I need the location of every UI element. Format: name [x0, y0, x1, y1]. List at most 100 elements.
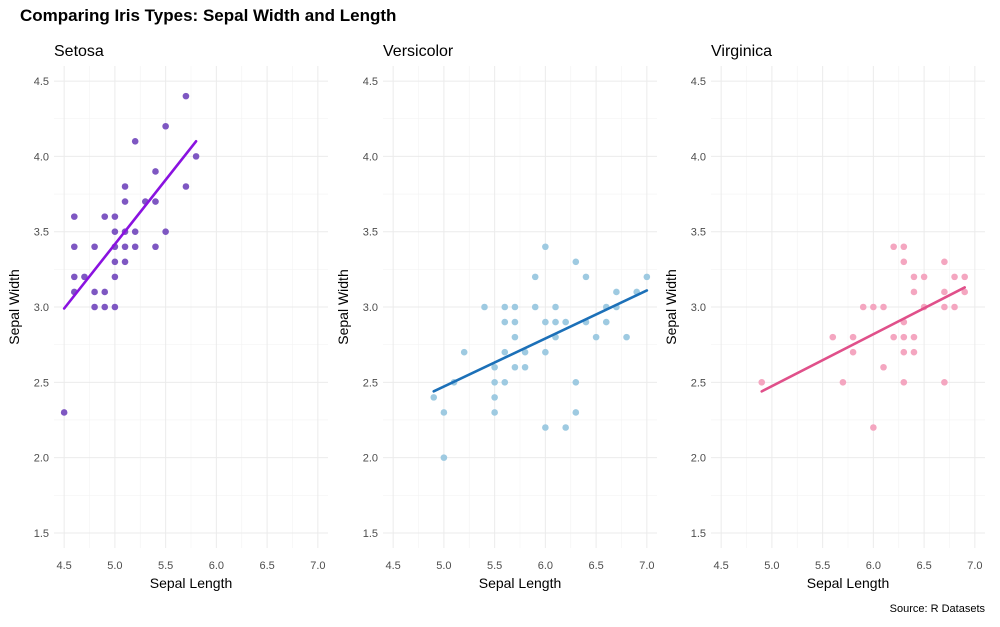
- data-point: [501, 318, 509, 326]
- data-point: [552, 303, 559, 311]
- x-axis-title: Sepal Length: [150, 575, 233, 591]
- data-point: [101, 303, 109, 311]
- data-point: [572, 379, 580, 386]
- x-tick-label: 5.0: [764, 560, 779, 572]
- y-axis-title: Sepal Width: [6, 269, 22, 344]
- data-point: [131, 243, 139, 251]
- data-point: [849, 333, 857, 341]
- data-point: [121, 258, 129, 266]
- data-point: [70, 243, 78, 251]
- data-point: [521, 363, 529, 371]
- data-point: [162, 228, 169, 235]
- y-tick-label: 1.5: [363, 528, 378, 540]
- data-point: [440, 409, 448, 416]
- data-point: [910, 348, 918, 356]
- y-tick-label: 4.0: [34, 151, 49, 163]
- data-point: [941, 379, 948, 386]
- data-point: [501, 303, 509, 311]
- data-point: [961, 273, 969, 281]
- data-point: [491, 363, 498, 371]
- data-point: [582, 273, 590, 281]
- y-tick-label: 4.5: [34, 76, 49, 88]
- data-point: [511, 333, 519, 341]
- data-point: [481, 303, 488, 311]
- x-tick-label: 6.5: [916, 560, 931, 572]
- data-point: [131, 228, 139, 235]
- data-point: [890, 333, 897, 341]
- data-point: [880, 303, 887, 311]
- data-point: [501, 379, 509, 386]
- x-tick-label: 6.0: [538, 560, 553, 572]
- data-point: [182, 183, 190, 190]
- chart-caption: Source: R Datasets: [890, 603, 986, 615]
- x-tick-label: 5.5: [158, 560, 173, 572]
- regression-line: [760, 286, 967, 393]
- facet-panel-setosa: Setosa 4.5 5.0 5.5 6.0 6.5 7.0 1.5 2.0 2.5 3.0 3.5 4…: [6, 43, 328, 591]
- data-point: [101, 288, 109, 296]
- data-point: [111, 303, 119, 311]
- data-point: [961, 288, 969, 296]
- y-tick-label: 4.5: [691, 76, 706, 88]
- data-point: [152, 198, 159, 205]
- data-point: [623, 333, 630, 341]
- y-tick-label: 4.0: [691, 151, 706, 163]
- data-point: [162, 122, 169, 130]
- data-point: [542, 348, 549, 356]
- data-point: [900, 348, 908, 356]
- x-tick-label: 6.5: [259, 560, 274, 572]
- y-tick-label: 2.5: [691, 377, 706, 389]
- data-point: [890, 243, 897, 251]
- x-tick-label: 7.0: [310, 560, 325, 572]
- y-tick-label: 2.0: [363, 453, 378, 465]
- data-point: [572, 258, 580, 266]
- data-point: [910, 288, 918, 296]
- y-tick-label: 2.0: [34, 453, 49, 465]
- data-point: [521, 348, 529, 356]
- data-point: [70, 213, 78, 220]
- data-point: [91, 303, 98, 311]
- data-point: [111, 258, 119, 266]
- data-point: [880, 363, 887, 371]
- data-point: [111, 213, 119, 220]
- data-point: [900, 258, 908, 266]
- regression-line: [432, 289, 649, 393]
- data-point: [900, 333, 908, 341]
- data-point: [941, 288, 948, 296]
- data-point: [531, 273, 539, 281]
- y-tick-label: 3.5: [363, 227, 378, 239]
- y-tick-label: 1.5: [691, 528, 706, 540]
- data-point: [152, 243, 159, 251]
- x-tick-label: 7.0: [967, 560, 982, 572]
- x-axis-title: Sepal Length: [479, 575, 562, 591]
- data-point: [542, 424, 549, 431]
- data-point: [758, 379, 766, 386]
- x-tick-label: 4.5: [385, 560, 400, 572]
- data-point: [511, 303, 519, 311]
- data-point: [900, 243, 908, 251]
- panel-title: Versicolor: [383, 43, 454, 60]
- x-tick-label: 7.0: [639, 560, 654, 572]
- data-point: [870, 424, 877, 431]
- data-point: [511, 363, 519, 371]
- x-tick-label: 5.0: [107, 560, 122, 572]
- data-point: [111, 273, 119, 281]
- data-point: [592, 333, 600, 341]
- data-point: [859, 303, 867, 311]
- y-tick-label: 2.5: [34, 377, 49, 389]
- data-point: [562, 318, 569, 326]
- data-point: [131, 138, 139, 145]
- facet-panels: Setosa 4.5 5.0 5.5 6.0 6.5 7.0 1.5 2.0 2.5 3.0 3.5 4…: [6, 43, 985, 591]
- data-point: [613, 288, 620, 296]
- data-point: [941, 258, 948, 266]
- data-point: [910, 273, 918, 281]
- y-tick-label: 3.5: [34, 227, 49, 239]
- data-point: [501, 348, 509, 356]
- panel-title: Virginica: [711, 43, 772, 60]
- facet-panel-versicolor: Versicolor 4.5 5.0 5.5 6.0 6.5 7.0 1.5 2.0 2.5 3.0…: [335, 43, 657, 591]
- x-tick-label: 5.0: [436, 560, 451, 572]
- data-point: [511, 318, 519, 326]
- data-point: [542, 318, 549, 326]
- data-point: [91, 243, 98, 251]
- data-point: [910, 333, 918, 341]
- data-point: [829, 333, 837, 341]
